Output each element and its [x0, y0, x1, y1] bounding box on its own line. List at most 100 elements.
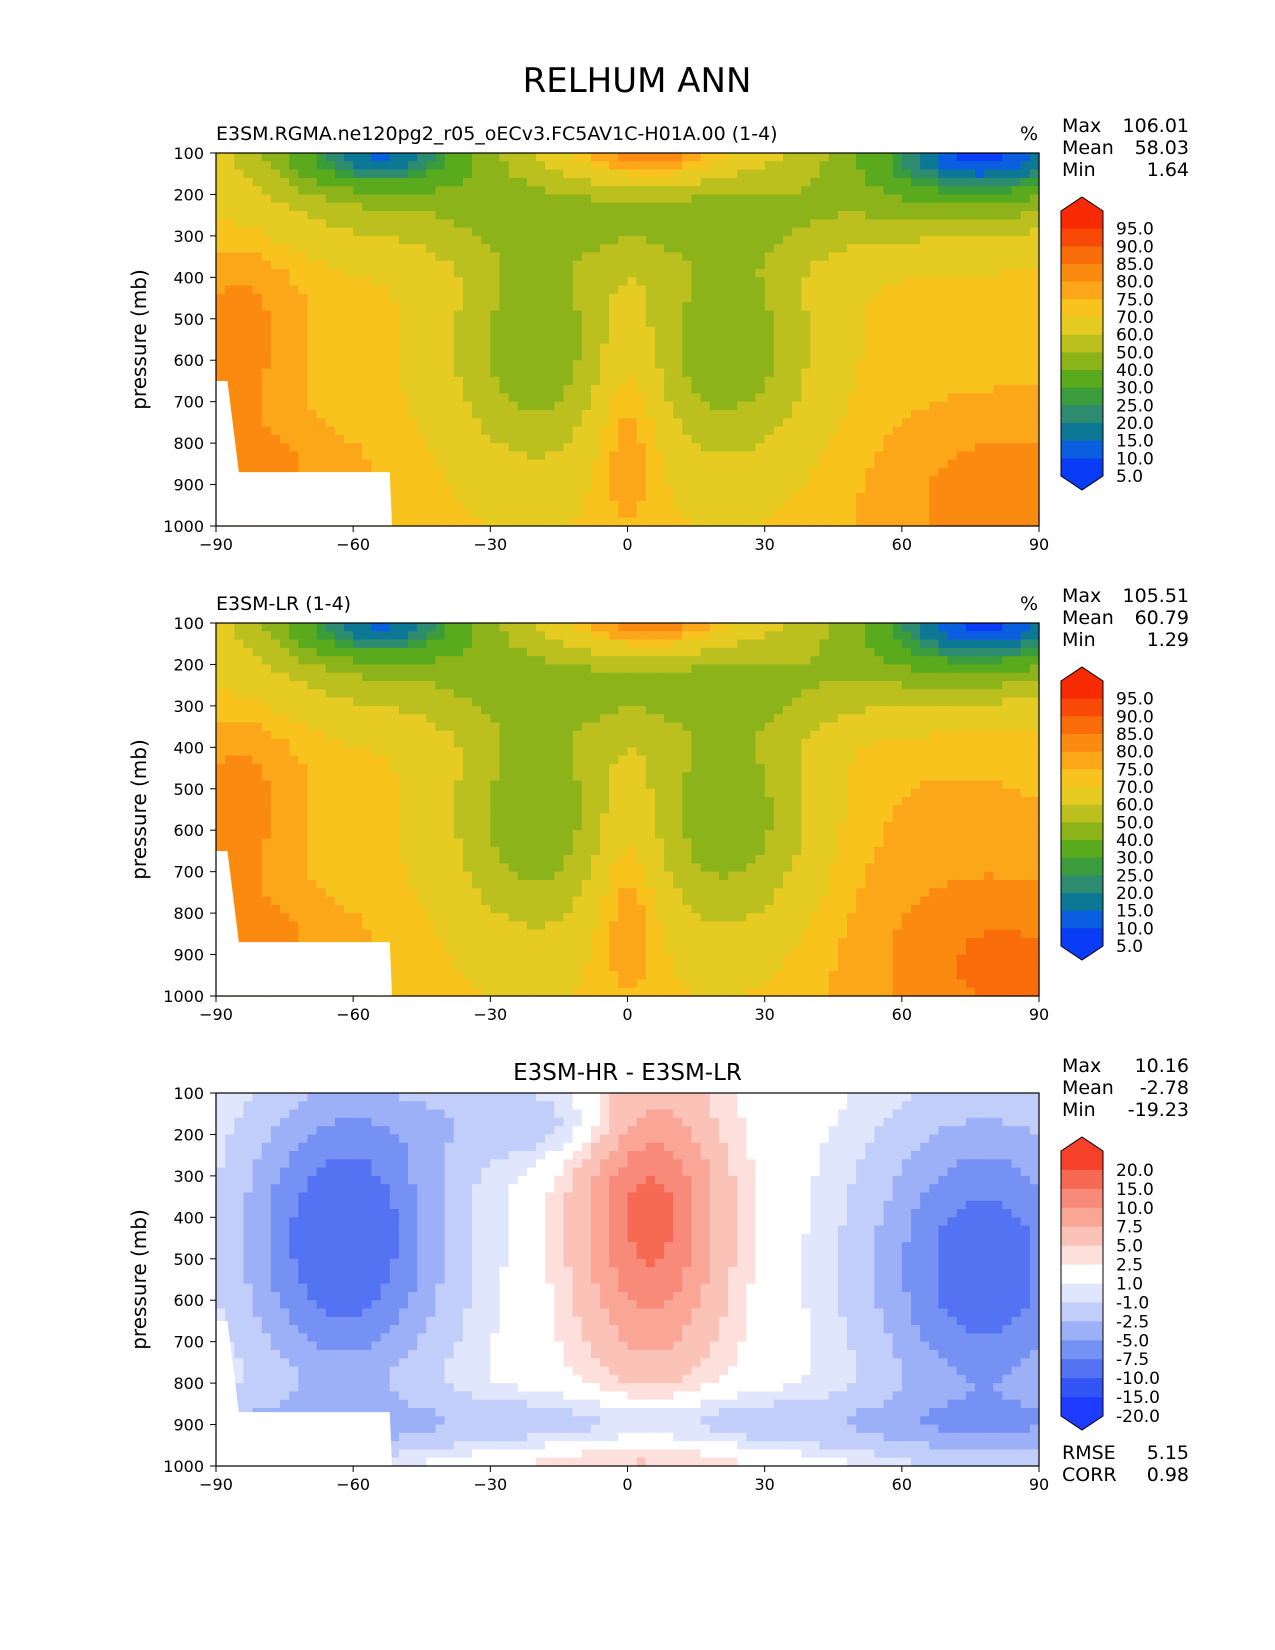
- field-cell: [746, 376, 757, 386]
- field-cell: [371, 153, 382, 162]
- field-cell: [307, 672, 318, 682]
- field-cell: [1029, 194, 1040, 204]
- field-cell: [270, 401, 281, 411]
- field-cell: [243, 739, 254, 748]
- field-cell: [728, 227, 738, 237]
- field-cell: [901, 269, 912, 278]
- field-cell: [545, 467, 555, 477]
- field-cell: [728, 169, 738, 179]
- field-cell: [243, 631, 254, 641]
- field-cell: [435, 260, 446, 270]
- field-cell: [408, 509, 418, 519]
- field-cell: [371, 169, 382, 179]
- field-cell: [746, 161, 757, 171]
- field-cell: [380, 194, 391, 204]
- field-cell: [938, 235, 949, 245]
- field-cell: [216, 360, 226, 370]
- field-cell: [234, 376, 245, 386]
- field-cell: [682, 492, 693, 502]
- field-cell: [682, 501, 693, 511]
- field-cell: [837, 451, 848, 461]
- field-cell: [225, 252, 235, 262]
- field-cell: [609, 343, 619, 353]
- field-cell: [252, 681, 263, 690]
- field-cell: [481, 351, 491, 361]
- field-cell: [956, 451, 967, 461]
- field-cell: [654, 393, 665, 403]
- field-cell: [709, 360, 720, 370]
- field-cell: [508, 443, 519, 452]
- field-cell: [636, 517, 647, 527]
- field-cell: [1002, 269, 1013, 278]
- field-cell: [993, 235, 1004, 245]
- field-cell: [993, 302, 1004, 312]
- field-cell: [371, 805, 382, 815]
- field-cell: [362, 656, 373, 666]
- field-cell: [691, 252, 702, 262]
- field-cell: [225, 846, 235, 856]
- field-cell: [252, 871, 263, 881]
- field-cell: [389, 681, 400, 690]
- field-cell: [682, 202, 693, 212]
- field-cell: [819, 260, 830, 270]
- field-cell: [910, 285, 921, 295]
- field-cell: [517, 476, 528, 486]
- field-cell: [344, 459, 354, 469]
- field-cell: [234, 913, 245, 922]
- field-cell: [280, 177, 290, 187]
- field-cell: [737, 360, 747, 370]
- field-cell: [974, 351, 985, 361]
- field-cell: [261, 871, 272, 881]
- field-cell: [1029, 227, 1040, 237]
- field-cell: [353, 360, 363, 370]
- field-cell: [901, 484, 912, 494]
- field-cell: [398, 318, 409, 328]
- field-cell: [289, 153, 299, 162]
- field-cell: [929, 418, 940, 428]
- field-cell: [316, 830, 327, 840]
- field-cell: [792, 517, 802, 527]
- field-cell: [920, 269, 930, 278]
- field-cell: [920, 285, 930, 295]
- field-cell: [334, 722, 345, 732]
- field-cell: [325, 747, 336, 757]
- field-cell: [709, 302, 720, 312]
- field-cell: [353, 169, 363, 179]
- field-cell: [618, 467, 629, 477]
- field-cell: [298, 285, 309, 295]
- field-cell: [371, 689, 382, 699]
- field-cell: [389, 623, 400, 632]
- field-cell: [929, 194, 940, 204]
- field-cell: [627, 451, 638, 461]
- field-cell: [499, 327, 510, 336]
- field-cell: [590, 385, 601, 394]
- field-cell: [280, 929, 290, 939]
- field-cell: [938, 467, 949, 477]
- field-cell: [984, 335, 994, 345]
- field-cell: [344, 202, 354, 212]
- figure-title: RELHUM ANN: [523, 61, 752, 101]
- field-cell: [773, 360, 784, 370]
- field-cell: [280, 285, 290, 295]
- field-cell: [444, 260, 455, 270]
- field-cell: [289, 459, 299, 469]
- field-cell: [874, 459, 885, 469]
- field-cell: [600, 260, 610, 270]
- field-cell: [627, 443, 638, 452]
- field-cell: [380, 763, 391, 773]
- field-cell: [974, 335, 985, 345]
- field-cell: [435, 186, 446, 196]
- field-cell: [270, 730, 281, 740]
- field-cell: [984, 368, 994, 378]
- field-cell: [316, 838, 327, 848]
- field-cell: [270, 227, 281, 237]
- field-cell: [289, 351, 299, 361]
- field-cell: [984, 260, 994, 270]
- field-cell: [782, 252, 793, 262]
- field-cell: [1029, 509, 1040, 519]
- field-cell: [682, 219, 693, 229]
- field-cell: [654, 318, 665, 328]
- field-cell: [910, 343, 921, 353]
- field-cell: [252, 714, 263, 724]
- field-cell: [325, 780, 336, 790]
